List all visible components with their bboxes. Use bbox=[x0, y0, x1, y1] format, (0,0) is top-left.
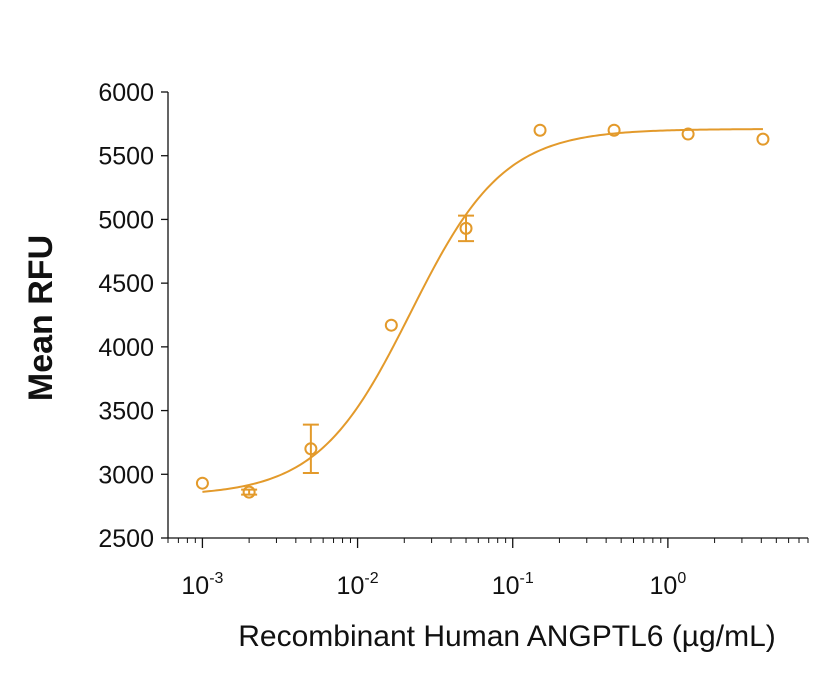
data-point bbox=[195, 476, 209, 490]
axes bbox=[167, 92, 808, 539]
y-tick-label: 5500 bbox=[98, 143, 154, 171]
data-point bbox=[242, 485, 256, 499]
data-points bbox=[195, 123, 770, 499]
y-axis-label: Mean RFU bbox=[22, 235, 60, 401]
data-point bbox=[459, 221, 473, 235]
y-tick-label: 4500 bbox=[98, 270, 154, 298]
y-tick-label: 3000 bbox=[98, 461, 154, 489]
data-point bbox=[681, 127, 695, 141]
data-point bbox=[533, 123, 547, 137]
fit-curve bbox=[202, 128, 763, 493]
data-point bbox=[607, 123, 621, 137]
x-tick-label: 10-2 bbox=[337, 570, 379, 600]
y-tick-label: 4000 bbox=[98, 334, 154, 362]
data-point bbox=[756, 132, 770, 146]
data-point bbox=[384, 318, 398, 332]
x-tick-label: 10-1 bbox=[492, 570, 534, 600]
ticks: 2500 3000 3500 4000 4500 5000 5500 6000 10-3 10-2… bbox=[98, 79, 809, 600]
x-tick-label: 100 bbox=[650, 570, 687, 600]
y-tick-label: 6000 bbox=[98, 79, 154, 107]
y-tick-label: 2500 bbox=[98, 525, 154, 553]
y-tick-label: 3500 bbox=[98, 398, 154, 426]
x-tick-label: 10-3 bbox=[181, 570, 223, 600]
y-tick-label: 5000 bbox=[98, 206, 154, 234]
x-axis-label: Recombinant Human ANGPTL6 (µg/mL) bbox=[238, 620, 776, 653]
data-point bbox=[304, 442, 318, 456]
